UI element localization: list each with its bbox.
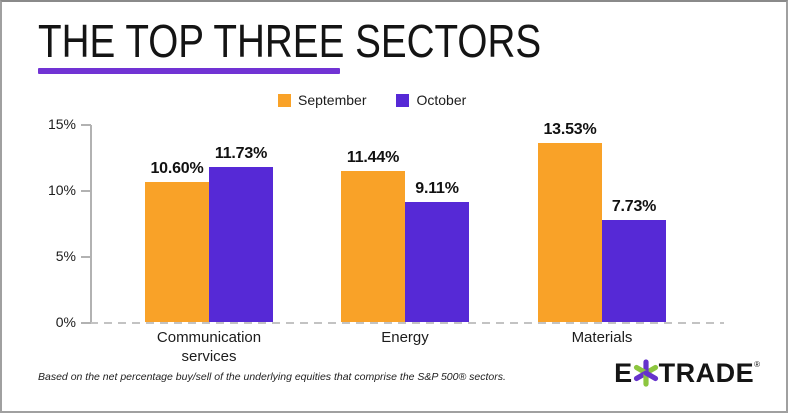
bar-value-label: 13.53% — [543, 121, 597, 139]
zero-baseline — [90, 322, 724, 324]
bar-value-label: 11.73% — [214, 145, 268, 163]
logo-text-e: E — [614, 357, 633, 388]
plot-area: 0% 5% 10% 15% 10.60% 11.73% Communication serv… — [2, 116, 786, 365]
bar-value-label: 7.73% — [611, 197, 657, 215]
bar-october-materials: 7.73% — [602, 198, 666, 322]
y-tick-mark-5% — [81, 256, 91, 258]
y-tick-label-15%: 15% — [47, 116, 76, 132]
legend-swatch-october — [396, 93, 410, 107]
legend-item-october: October — [396, 92, 466, 108]
y-tick-label-10%: 10% — [47, 182, 76, 198]
legend-item-september: September — [278, 92, 366, 108]
title-underline — [38, 68, 340, 74]
registered-mark: ® — [754, 360, 760, 369]
bar-value-label: 11.44% — [346, 148, 400, 166]
y-tick-label-5%: 5% — [55, 248, 76, 264]
asterisk-icon — [633, 359, 658, 387]
logo-text-trade: TRADE — [658, 357, 755, 388]
legend-swatch-september — [278, 93, 291, 107]
bar-october-communication-services: 11.73% — [209, 145, 273, 322]
category-label-energy: Energy — [381, 329, 429, 346]
legend-label-october: October — [416, 92, 467, 108]
category-label-communication-services: Communication services — [156, 329, 262, 365]
bar-september-energy: 11.44% — [341, 149, 405, 322]
footnote: Based on the net percentage buy/sell of … — [38, 371, 506, 383]
y-axis-line — [90, 125, 92, 324]
bar-october-energy: 9.11% — [405, 180, 469, 322]
bar-value-label: 10.60% — [150, 160, 204, 178]
y-tick-mark-10% — [81, 190, 91, 192]
y-tick-label-0%: 0% — [55, 314, 76, 330]
y-tick-mark-15% — [81, 124, 91, 126]
category-label-materials: Materials — [571, 329, 633, 346]
etrade-logo: E TRADE ® — [614, 358, 760, 388]
page-title: THE TOP THREE SECTORS — [38, 15, 542, 67]
legend-label-september: September — [298, 92, 367, 108]
bar-value-label: 9.11% — [415, 179, 459, 197]
y-tick-mark-0% — [81, 322, 91, 324]
bar-september-communication-services: 10.60% — [145, 160, 209, 322]
legend: September October — [278, 92, 466, 108]
bar-september-materials: 13.53% — [538, 121, 602, 322]
